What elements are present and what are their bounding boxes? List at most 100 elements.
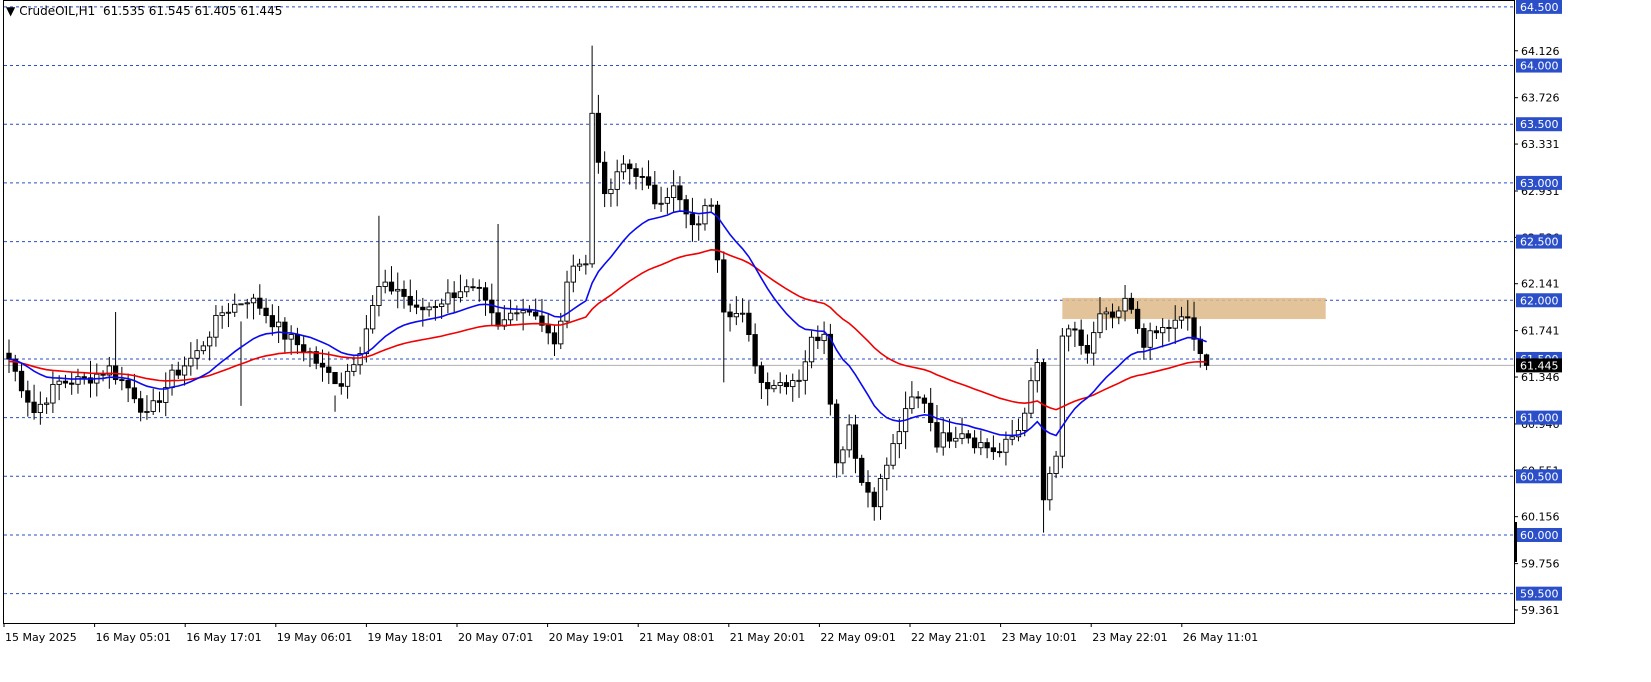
time-tick-label: 23 May 22:01 [1092,631,1167,644]
candle-body [288,334,294,340]
price-tick-label: 59.756 [1521,558,1560,571]
candle-body [1128,297,1134,310]
price-tick-label: 63.726 [1521,92,1560,105]
candle-body [1009,436,1015,440]
level-price-box [1516,293,1562,308]
candle-body [808,336,815,363]
candle-body [56,380,62,385]
level-price-label: 62.000 [1520,294,1559,307]
candle-body [984,442,990,449]
candle-body [401,288,407,297]
level-price-box [1516,527,1562,542]
candle-body [62,380,69,384]
candle-body [777,382,783,386]
candle-body [796,379,802,382]
candle-body [395,288,401,292]
moving-averages [8,210,1207,437]
time-tick-label: 19 May 18:01 [367,631,442,644]
candle-body [827,333,834,405]
time-tick-label: 16 May 05:01 [96,631,171,644]
level-price-box [1516,586,1562,601]
collapse-triangle-icon[interactable]: ▼ [6,4,16,18]
candle-body [978,442,984,449]
candle-body [689,213,696,226]
candle-body [1003,438,1009,453]
candle-body [250,297,257,304]
candle-body [420,306,426,311]
candle-body [633,168,639,177]
candle-body [338,383,344,387]
candle-body [909,396,915,410]
price-scale-marker [1514,522,1517,562]
candle-body [1091,332,1097,354]
candle-body [545,324,551,334]
symbol-header[interactable]: ▼ CrudeOIL,H1 61.535 61.545 61.405 61.445 [6,4,282,18]
candle-body [677,185,683,201]
candle-body [589,112,595,265]
level-price-label: 60.500 [1520,470,1559,483]
plot-border [3,0,1515,624]
ohlc-values: 61.535 61.545 61.405 61.445 [102,4,283,18]
candle-body [708,204,714,207]
candle-body [564,281,570,322]
ma-slow-line [8,248,1207,411]
candle-body [81,376,87,379]
time-tick-label: 15 May 2025 [5,631,77,644]
candle-body [200,345,207,352]
candle-body [714,204,721,261]
candle-body [1203,354,1210,366]
candle-body [232,303,238,313]
candle-body [833,403,840,464]
current-price-box [1516,358,1562,373]
level-price-label: 64.000 [1520,60,1559,73]
candle-body [144,410,150,413]
candle-body [1191,317,1197,340]
candle-body [940,432,946,448]
candle-body [489,299,495,314]
candle-body [18,370,25,392]
candle-body [457,291,464,299]
candle-body [1185,316,1191,319]
level-price-label: 60.000 [1520,529,1559,542]
candle-body [12,358,18,372]
candle-body [683,199,689,215]
candle-body [1147,330,1153,348]
candle-body [1022,412,1028,431]
time-tick-label: 19 May 06:01 [277,631,352,644]
candle-body [451,292,457,299]
candle-body [438,303,445,307]
candle-body [163,387,169,403]
candle-body [370,305,376,330]
candle-body [1028,380,1034,414]
candle-body [1160,327,1166,334]
candle-body [43,402,50,405]
candle-body [495,312,501,327]
level-price-box [1516,0,1562,14]
level-price-label: 63.500 [1520,118,1559,131]
level-price-box [1516,58,1562,73]
candle-body [181,365,188,376]
candle-body [1134,308,1141,329]
candle-body [1065,328,1072,337]
candle-body [865,482,871,493]
candle-body [100,373,106,376]
candle-body [150,400,156,412]
candle-body [928,402,934,423]
current-price-label: 61.445 [1520,359,1559,372]
candle-body [576,263,583,267]
candle-body [1078,329,1084,346]
price-tick-label: 63.331 [1521,138,1560,151]
candle-body [332,371,338,385]
candle-body [608,188,614,195]
level-price-box [1516,469,1562,484]
candle-body [138,398,144,413]
candle-body [326,366,332,373]
level-price-box [1516,234,1562,249]
time-tick-label: 16 May 17:01 [186,631,261,644]
candle-body [37,403,44,414]
candle-body [1153,330,1160,334]
candle-body [620,163,627,173]
candle-body [783,382,790,388]
candle-body [282,321,288,340]
